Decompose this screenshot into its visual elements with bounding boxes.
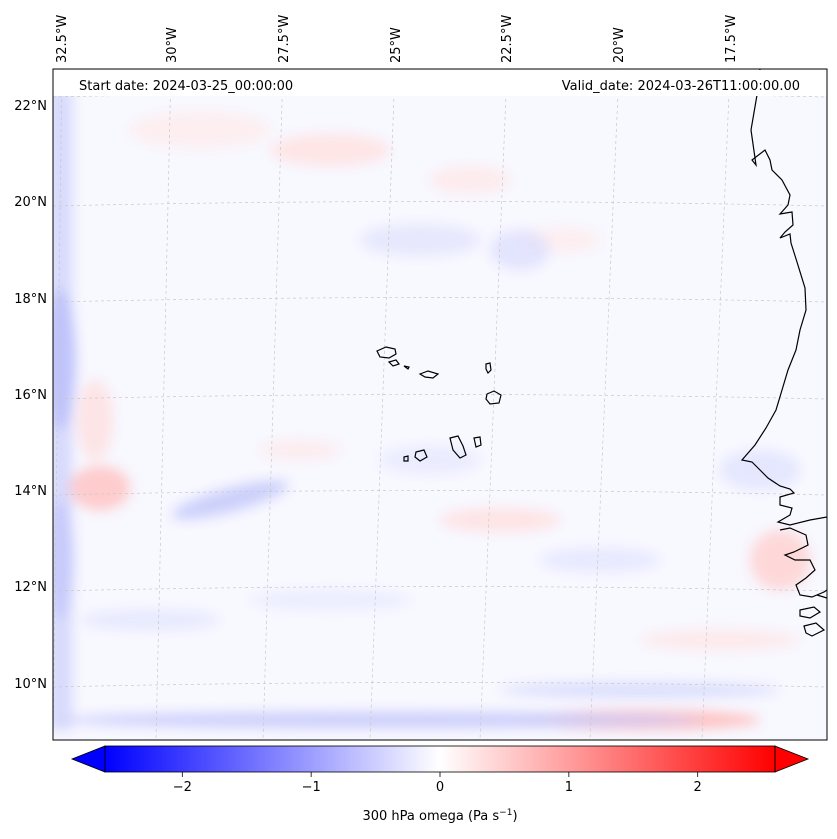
island-maio bbox=[473, 436, 482, 448]
valid-date-label: Valid_date: 2024-03-26T11:00:00.00 bbox=[562, 79, 800, 94]
island-sao-vicente bbox=[387, 359, 400, 367]
island-santo-antao bbox=[376, 346, 397, 359]
lat-label-10n: 10°N bbox=[14, 677, 47, 692]
lon-label-27-5w: 27.5°W bbox=[277, 15, 292, 63]
latitude-labels: 22°N 20°N 18°N 16°N 14°N 12°N 10°N bbox=[14, 99, 47, 692]
lon-label-25w: 25°W bbox=[389, 27, 404, 63]
colorbar-ticks: −2 −1 0 1 2 bbox=[173, 772, 702, 795]
map-border bbox=[52, 68, 828, 741]
graticule bbox=[53, 69, 827, 740]
island-brava bbox=[403, 455, 409, 462]
lat-label-18n: 18°N bbox=[14, 292, 47, 307]
island-santiago bbox=[449, 435, 467, 459]
lat-label-14n: 14°N bbox=[14, 484, 47, 499]
island-boa-vista bbox=[485, 390, 502, 405]
lat-label-16n: 16°N bbox=[14, 388, 47, 403]
colorbar-label: 300 hPa omega (Pa s−1) bbox=[362, 808, 517, 824]
lon-label-20w: 20°W bbox=[612, 27, 627, 63]
island-santa-luzia bbox=[403, 365, 410, 370]
lat-label-20n: 20°N bbox=[14, 195, 47, 210]
map-area bbox=[53, 69, 827, 740]
longitude-labels: 32.5°W 30°W 27.5°W 25°W 22.5°W 20°W 17.5… bbox=[55, 15, 739, 63]
colorbar-label-close: ) bbox=[512, 809, 517, 824]
cape-verde-islands bbox=[376, 346, 502, 462]
island-sao-nicolau bbox=[418, 370, 440, 379]
omega-field bbox=[53, 90, 810, 730]
island-sal bbox=[485, 362, 492, 375]
colorbar: −2 −1 0 1 2 300 hPa omega (Pa s−1) bbox=[70, 745, 810, 824]
lat-label-22n: 22°N bbox=[14, 99, 47, 114]
lon-label-17-5w: 17.5°W bbox=[724, 15, 739, 63]
start-date-label: Start date: 2024-03-25_00:00:00 bbox=[79, 79, 293, 94]
african-coastline bbox=[740, 69, 827, 637]
colorbar-extend-low bbox=[70, 745, 106, 773]
colorbar-tick-label: 2 bbox=[694, 780, 702, 795]
colorbar-extend-high bbox=[774, 745, 810, 773]
colorbar-label-text: 300 hPa omega (Pa s bbox=[362, 809, 499, 824]
colorbar-tick-label: 1 bbox=[565, 780, 573, 795]
colorbar-tick-label: 0 bbox=[436, 780, 444, 795]
header-strip bbox=[53, 70, 827, 96]
lon-label-30w: 30°W bbox=[165, 27, 180, 63]
lon-label-32-5w: 32.5°W bbox=[55, 15, 70, 63]
island-fogo bbox=[414, 449, 428, 462]
lon-label-22-5w: 22.5°W bbox=[500, 15, 515, 63]
colorbar-gradient bbox=[105, 746, 775, 772]
colorbar-tick-label: −2 bbox=[173, 780, 192, 795]
colorbar-tick-label: −1 bbox=[302, 780, 321, 795]
lat-label-12n: 12°N bbox=[14, 580, 47, 595]
colorbar-label-exponent: −1 bbox=[499, 808, 512, 818]
